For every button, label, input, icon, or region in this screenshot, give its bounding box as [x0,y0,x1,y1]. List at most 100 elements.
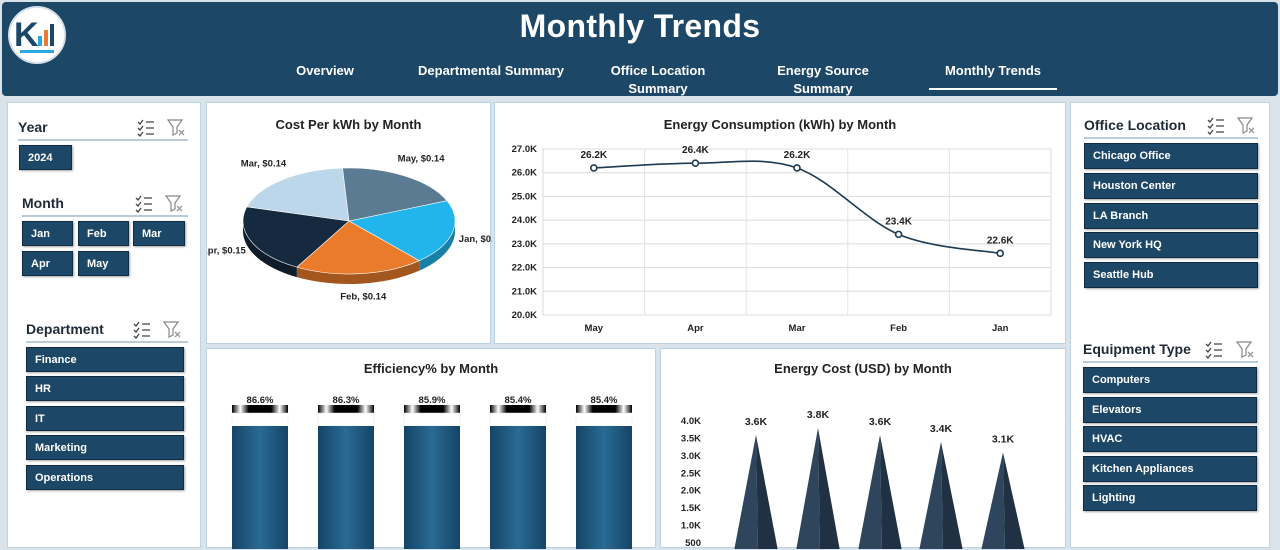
energy-consumption-line-chart: 20.0K 21.0K 22.0K 23.0K 24.0K 25.0K 26.0K 27.0K… [512,144,1052,334]
multi-select-icon[interactable] [1204,339,1224,359]
equipment-type-slicer-header: Equipment Type [1083,337,1258,363]
x-tick-label: May [585,323,604,334]
y-tick-label: 20.0K [512,310,537,321]
multi-select-icon[interactable] [132,319,152,339]
line-point-mar[interactable] [793,164,801,172]
tab-departmental-summary[interactable]: Departmental Summary [418,63,564,78]
energy-cost-chart-title: Energy Cost (USD) by Month [774,361,952,376]
energy-cost-cone-shade [1003,452,1025,549]
y-tick-label: 24.0K [512,215,537,226]
pie-slice-mar[interactable] [246,167,350,222]
multi-select-icon[interactable] [1206,115,1226,135]
energy-cost-cone[interactable] [919,441,943,549]
month-slicer: Month [22,191,188,217]
month-may-button[interactable]: May [78,251,129,276]
department-operations-button[interactable]: Operations [26,465,184,490]
equipment-hvac-button[interactable]: HVAC [1083,426,1257,452]
department-marketing-button[interactable]: Marketing [26,435,184,460]
pie-slice-may[interactable] [342,167,448,222]
year-2024-button[interactable]: 2024 [19,145,72,170]
energy-cost-cone[interactable] [734,434,758,549]
energy-cost-cone-shade [818,427,840,549]
multi-select-icon[interactable] [136,117,156,137]
right-filter-panel: Office Location Chicago Office Houston C… [1070,102,1270,548]
pie-label-mar: Mar, $0.14 [241,159,287,170]
office-chicago-button[interactable]: Chicago Office [1084,143,1258,169]
efficiency-bar-remainder [231,412,289,427]
office-newyork-button[interactable]: New York HQ [1084,232,1258,258]
line-point-jan[interactable] [996,249,1005,258]
month-jan-button[interactable]: Jan [22,221,73,246]
office-houston-button[interactable]: Houston Center [1084,173,1258,199]
office-location-slicer-header: Office Location [1084,113,1258,139]
line-data-label: 23.4K [885,216,912,227]
office-location-slicer: Office Location [1084,113,1258,139]
month-apr-button[interactable]: Apr [22,251,73,276]
energy-cost-cone[interactable] [796,427,820,549]
pie-slice-apr[interactable] [242,206,350,268]
cost-per-kwh-chart-panel: Cost Per kWh by Month Jan, $0.14 Feb, $0.… [206,102,492,344]
energy-cost-cone-shade [756,434,778,549]
energy-cost-cone[interactable] [858,434,882,549]
energy-cost-cone[interactable] [981,452,1005,549]
equipment-kitchen-button[interactable]: Kitchen Appliances [1083,456,1257,482]
year-slicer-header: Year [18,115,188,141]
logo-mark-icon: K [14,16,54,54]
efficiency-bar[interactable] [318,426,374,549]
tab-monthly-trends[interactable]: Monthly Trends [929,62,1057,90]
line-point-feb[interactable] [894,230,903,239]
efficiency-data-label: 85.4% [591,395,618,406]
department-slicer-header: Department [26,317,188,343]
energy-cost-data-label: 3.1K [992,433,1015,445]
year-slicer: Year [18,115,188,141]
department-it-button[interactable]: IT [26,406,184,431]
clear-filter-icon[interactable] [1236,115,1256,135]
efficiency-bar[interactable] [232,426,288,549]
line-point-may[interactable] [590,164,598,172]
energy-consumption-chart-panel: Energy Consumption (kWh) by Month 20.0K 2… [494,102,1066,344]
tab-office-location-summary[interactable]: Office Location Summary [610,63,706,96]
equipment-computers-button[interactable]: Computers [1083,367,1257,393]
month-slicer-header: Month [22,191,188,217]
y-tick-label: 25.0K [512,191,537,202]
clear-filter-icon[interactable] [1235,339,1255,359]
department-hr-button[interactable]: HR [26,376,184,401]
svg-text:K: K [14,16,39,54]
efficiency-bar[interactable] [576,426,632,549]
department-slicer: Department [26,317,188,343]
efficiency-bar-remainder [489,412,547,427]
department-finance-button[interactable]: Finance [26,347,184,372]
energy-cost-cone-shade [941,441,963,549]
line-data-label: 22.6K [987,235,1014,246]
line-point-apr[interactable] [691,159,700,168]
department-slicer-title: Department [26,321,104,337]
month-mar-button[interactable]: Mar [133,221,185,246]
clear-filter-icon[interactable] [164,193,184,213]
line-data-label: 26.2K [580,150,607,161]
multi-select-icon[interactable] [134,193,154,213]
y-tick-label: 22.0K [512,263,537,274]
office-seattle-button[interactable]: Seattle Hub [1084,262,1258,288]
efficiency-bar[interactable] [404,426,460,549]
y-tick-label: 1.0K [681,521,701,532]
tab-overview[interactable]: Overview [296,63,354,78]
equipment-elevators-button[interactable]: Elevators [1083,397,1257,423]
efficiency-bar-remainder [403,412,461,427]
y-tick-label: 27.0K [512,144,537,155]
office-la-button[interactable]: LA Branch [1084,203,1258,229]
pie-label-jan: Jan, $0.14 [459,234,492,245]
energy-cost-cone-shade [880,434,902,549]
pie-label-apr: Apr, $0.15 [207,246,247,257]
month-feb-button[interactable]: Feb [78,221,129,246]
equipment-lighting-button[interactable]: Lighting [1083,485,1257,511]
pie-slice-feb[interactable] [296,220,420,275]
clear-filter-icon[interactable] [166,117,186,137]
clear-filter-icon[interactable] [162,319,182,339]
efficiency-bar[interactable] [490,426,546,549]
tab-energy-source-summary[interactable]: Energy Source Summary [777,63,869,96]
x-tick-label: Apr [687,323,704,334]
company-logo: K [8,6,66,64]
y-tick-label: 2.5K [681,468,701,479]
efficiency-bar-cap [318,405,374,413]
